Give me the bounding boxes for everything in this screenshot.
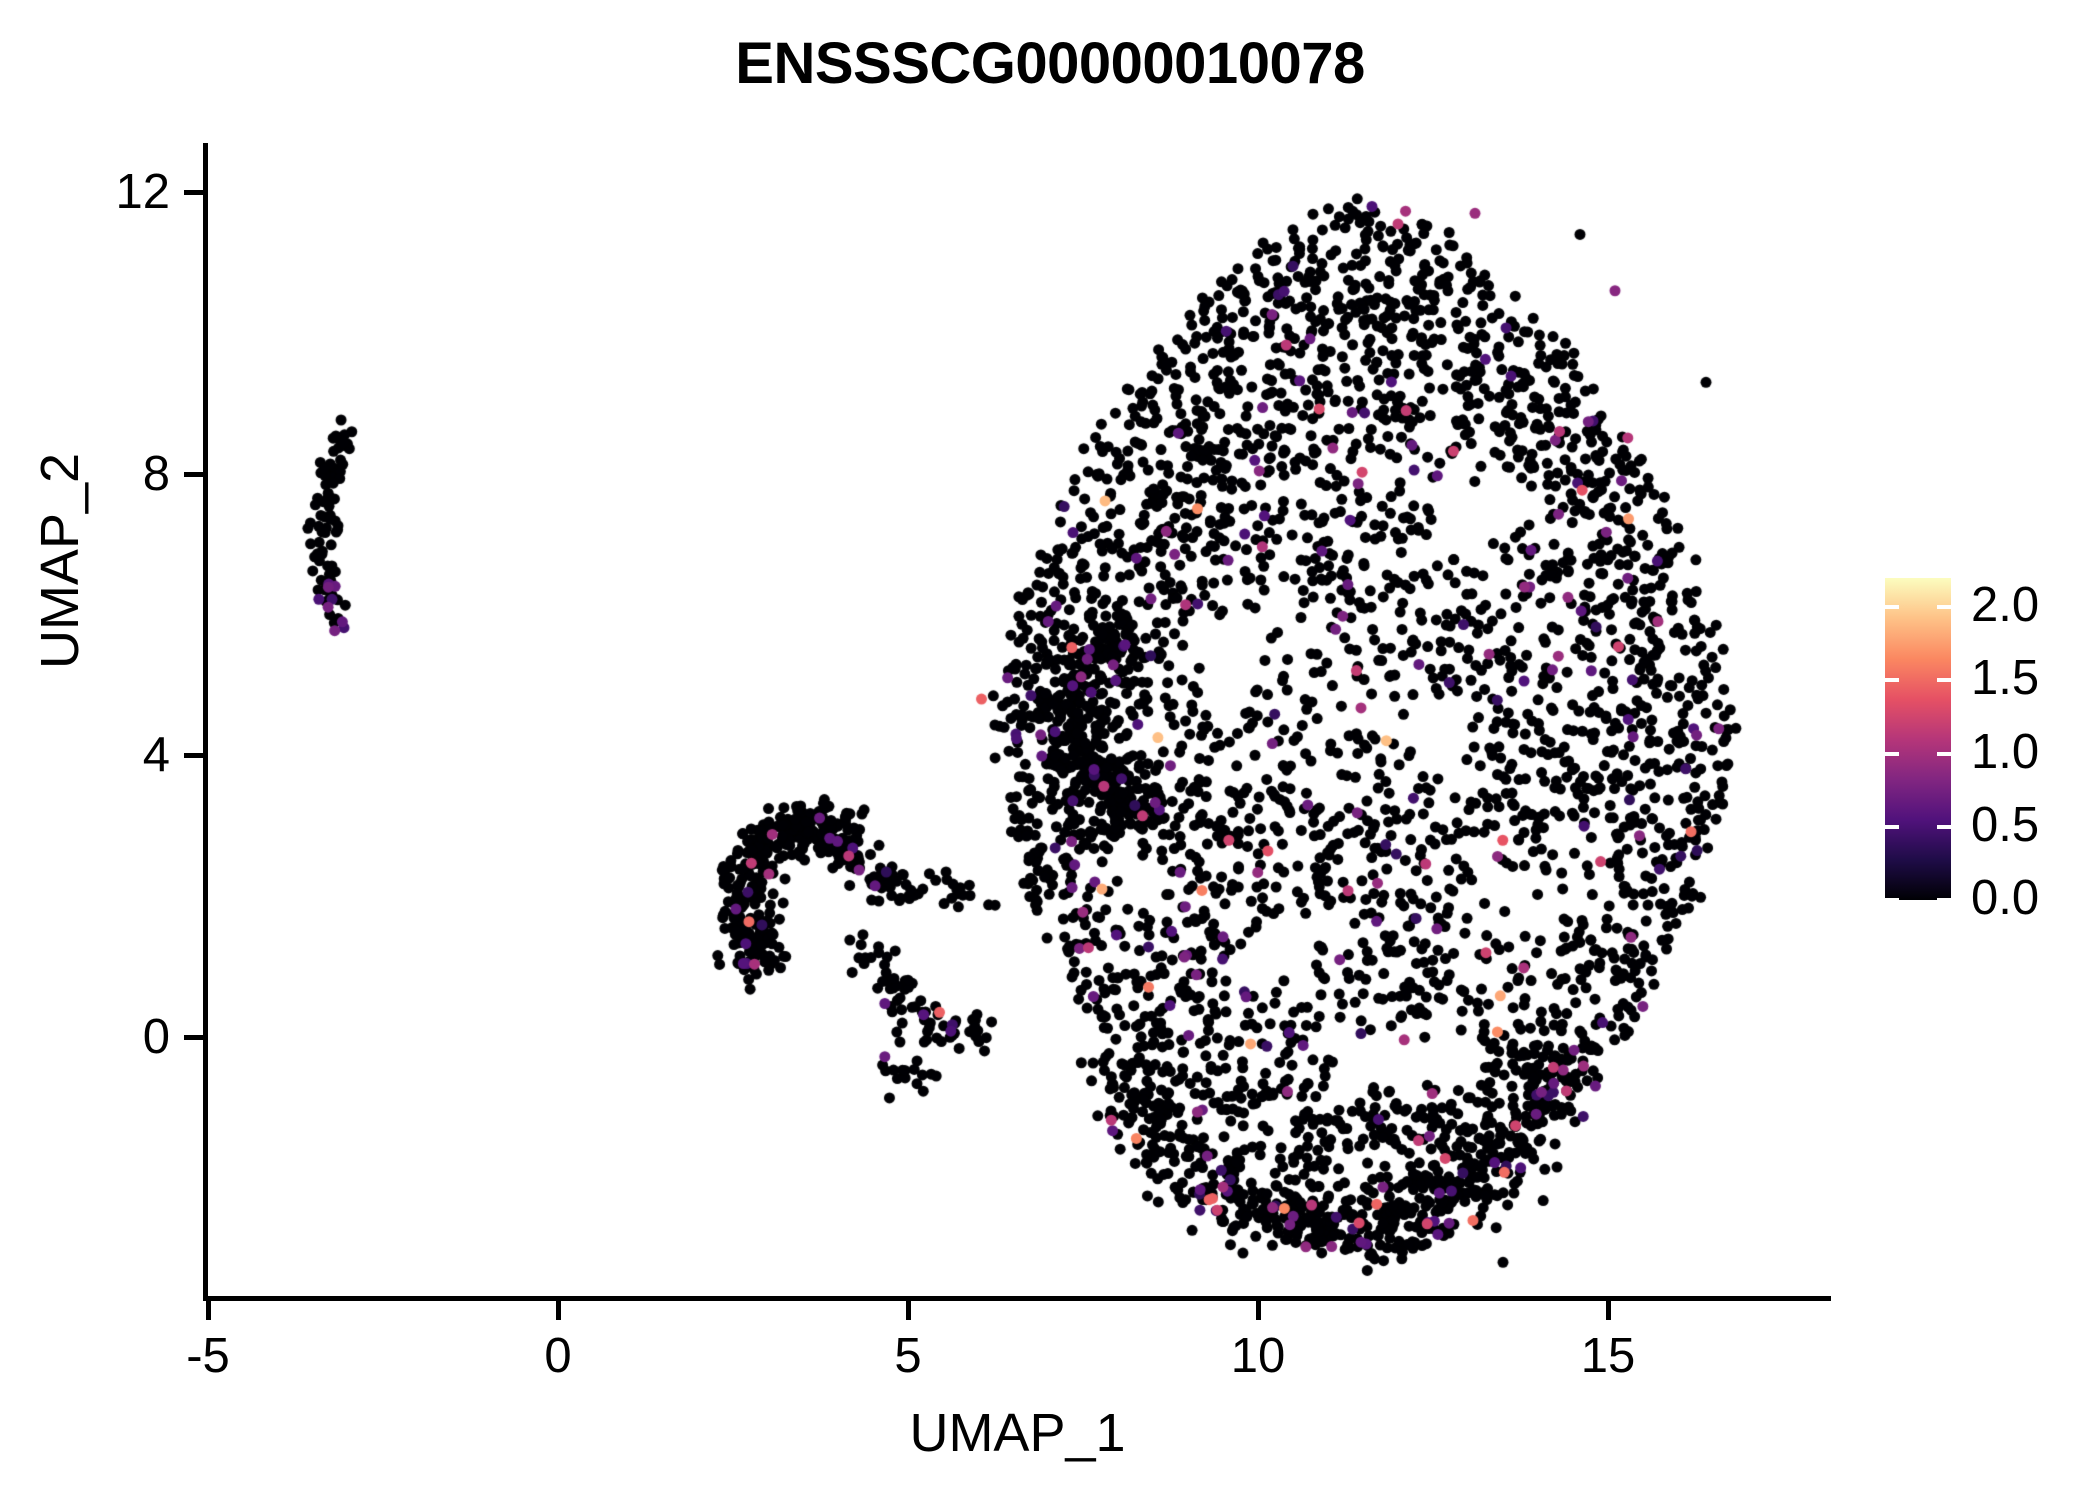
y-tick-label: 4 [142, 728, 170, 783]
x-tick-label: 0 [544, 1329, 572, 1383]
colorbar-tick-label: 2.0 [1971, 578, 2040, 633]
colorbar-tick-label: 1.5 [1971, 651, 2040, 706]
x-tick-mark [1606, 1301, 1611, 1320]
scatter-canvas [205, 143, 1830, 1298]
colorbar-tick-label: 0.0 [1971, 871, 2040, 925]
plot-panel [205, 143, 1830, 1298]
y-axis-line [203, 143, 208, 1301]
x-tick-mark [906, 1301, 911, 1320]
y-axis-title: UMAP_2 [30, 452, 90, 670]
x-tick-mark [206, 1301, 211, 1320]
x-tick-label: 10 [1230, 1329, 1286, 1383]
y-tick-label: 0 [142, 1010, 170, 1064]
x-tick-mark [1256, 1301, 1261, 1320]
page-title: ENSSSCG00000010078 [735, 31, 1365, 96]
y-tick-mark [184, 753, 203, 759]
x-tick-label: 15 [1580, 1329, 1636, 1383]
y-tick-label: 12 [115, 165, 170, 220]
x-tick-label: -5 [186, 1329, 230, 1383]
colorbar-gradient [1885, 578, 1951, 900]
colorbar-legend: 2.0 1.5 1.0 0.5 0.0 [1885, 578, 2085, 923]
x-tick-mark [556, 1301, 561, 1320]
y-tick-label: 8 [142, 446, 170, 501]
y-tick-mark [184, 190, 203, 196]
y-tick-mark [184, 1035, 203, 1040]
x-axis-line [203, 1296, 1831, 1301]
colorbar-tick-label: 1.0 [1971, 724, 2040, 779]
x-tick-label: 5 [894, 1329, 922, 1383]
colorbar-tick-label: 0.5 [1971, 797, 2040, 852]
y-tick-mark [184, 471, 203, 477]
x-axis-title: UMAP_1 [909, 1403, 1126, 1463]
